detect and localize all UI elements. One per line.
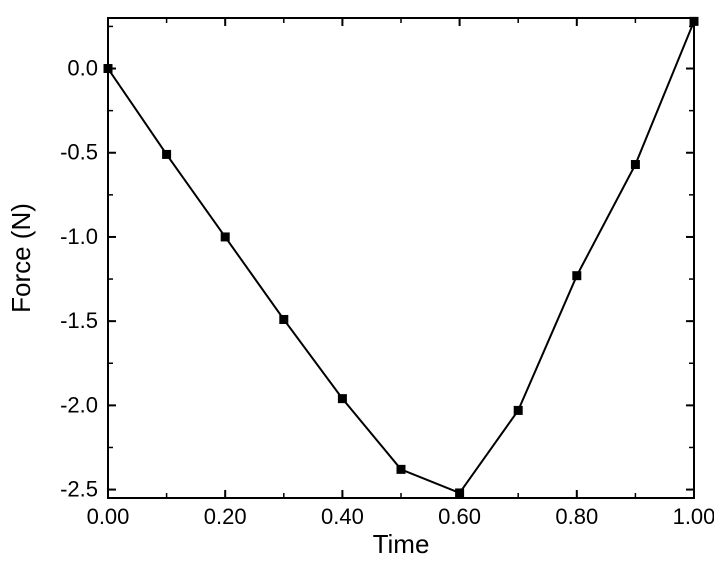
data-marker: [338, 395, 346, 403]
data-line: [108, 21, 694, 493]
data-marker: [690, 17, 698, 25]
x-tick-label: 0.80: [555, 504, 598, 529]
data-marker: [104, 65, 112, 73]
force-time-chart: 0.00 0.20 0.40 0.60 0.80 1.00 0.0 -0.5 -1.0 -1.5 -…: [0, 0, 714, 563]
chart-svg: 0.00 0.20 0.40 0.60 0.80 1.00 0.0 -0.5 -1.0 -1.5 -…: [0, 0, 714, 563]
data-marker: [631, 161, 639, 169]
y-tick-label: -0.5: [60, 140, 98, 165]
data-marker: [221, 233, 229, 241]
x-tick-label: 1.00: [673, 504, 714, 529]
y-tick-label: -1.0: [60, 224, 98, 249]
data-marker: [514, 406, 522, 414]
data-marker: [573, 272, 581, 280]
x-tick-label: 0.60: [438, 504, 481, 529]
x-tick-label: 0.00: [87, 504, 130, 529]
data-marker: [397, 465, 405, 473]
y-axis-label: Force (N): [6, 203, 36, 313]
data-marker: [456, 489, 464, 497]
data-marker: [280, 315, 288, 323]
x-axis-label: Time: [373, 529, 430, 559]
y-tick-label: -1.5: [60, 308, 98, 333]
y-tick-label: -2.0: [60, 392, 98, 417]
x-tick-label: 0.20: [204, 504, 247, 529]
data-marker: [163, 150, 171, 158]
y-tick-label: 0.0: [67, 56, 98, 81]
x-tick-label: 0.40: [321, 504, 364, 529]
y-tick-label: -2.5: [60, 477, 98, 502]
